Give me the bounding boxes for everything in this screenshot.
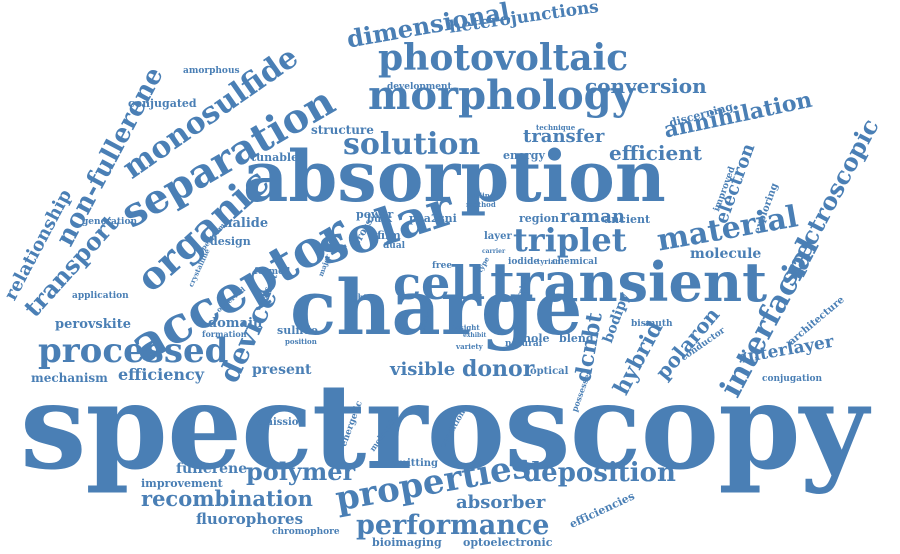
- word-transfer: transfer: [523, 126, 605, 147]
- word-region: region: [519, 212, 559, 225]
- word-photovoltaic: photovoltaic: [378, 37, 629, 79]
- word-application: application: [72, 291, 129, 301]
- word-optical: optical: [530, 366, 569, 377]
- word-technique: technique: [536, 123, 576, 132]
- word-perovskite: perovskite: [55, 317, 131, 332]
- word-layer: layer: [484, 231, 512, 242]
- word-mechanism: mechanism: [31, 371, 108, 385]
- word-free: free: [432, 261, 453, 271]
- word-tyrian: tyrian: [537, 257, 561, 266]
- word-development: development: [387, 82, 452, 92]
- word-triplet: triplet: [513, 221, 627, 259]
- word-recombination: recombination: [141, 486, 313, 511]
- word-polymer: polymer: [246, 457, 356, 486]
- word-raman: raman: [560, 206, 625, 227]
- word-hole: hole: [523, 332, 550, 345]
- word-morphology: morphology: [368, 72, 635, 119]
- word-molecule: molecule: [690, 246, 762, 262]
- word-bioimaging: bioimaging: [372, 536, 442, 549]
- word-absorption: absorption: [243, 135, 666, 218]
- word-tunable: tunable: [251, 151, 299, 164]
- word-visible: visible: [390, 359, 456, 380]
- word-donor: donor: [462, 356, 535, 382]
- word-amorphous: amorphous: [183, 66, 240, 76]
- word-cell: cell: [393, 256, 486, 310]
- word-formed: formed: [254, 267, 291, 277]
- word-processed: processed: [38, 331, 229, 371]
- word-carrier: carrier: [482, 248, 506, 255]
- word-pea2sni: pea2sni: [409, 212, 457, 225]
- word-finding: finding: [467, 191, 495, 200]
- word-transient: transient: [490, 250, 768, 314]
- word-design: design: [210, 235, 251, 248]
- word-present: present: [252, 362, 312, 378]
- word-efficient: efficient: [609, 141, 703, 165]
- word-conjugated: conjugated: [128, 97, 197, 110]
- word-method: method: [466, 200, 496, 209]
- word-sulfide: sulfide: [277, 324, 319, 337]
- word-deposition: deposition: [523, 458, 676, 488]
- word-natural: natural: [505, 339, 543, 349]
- word-dual: dual: [383, 241, 406, 251]
- word-structure: structure: [311, 123, 374, 137]
- word-spectroscopy: spectroscopy: [20, 357, 868, 496]
- word-iodide: iodide: [508, 257, 540, 267]
- word-ancient: ancient: [604, 213, 651, 226]
- word-chemical: chemical: [552, 257, 598, 267]
- word-bulk: bulk: [367, 214, 392, 225]
- word-variety: variety: [456, 342, 483, 351]
- word-power: power: [356, 208, 394, 221]
- word-absorber: absorber: [456, 492, 546, 513]
- word-performance: performance: [356, 510, 550, 541]
- word-film: film: [377, 229, 401, 242]
- word-generation: generation: [82, 217, 137, 227]
- word-improvement: improvement: [141, 477, 223, 490]
- word-emitting: emitting: [390, 458, 439, 469]
- word-light: light: [346, 292, 368, 302]
- word-exhibit: exhibit: [463, 332, 487, 339]
- word-fluorophores: fluorophores: [196, 510, 304, 528]
- word-conversion: conversion: [585, 74, 707, 98]
- word-blend: blend: [559, 332, 594, 345]
- word-optoelectronic: optoelectronic: [463, 536, 553, 549]
- word-charge: charge: [290, 263, 583, 352]
- word-chromophore: chromophore: [272, 527, 340, 537]
- word-insight: insight: [452, 323, 480, 332]
- word-fullerene: fullerene: [176, 461, 248, 477]
- word-formation: formation: [202, 329, 247, 339]
- word-domain: domain: [208, 316, 263, 331]
- word-halide: halide: [223, 216, 269, 231]
- word-efficiency: efficiency: [118, 365, 205, 384]
- word-energy: energy: [503, 149, 545, 162]
- word-emission: emission: [256, 417, 306, 428]
- word-solution: solution: [343, 127, 481, 162]
- word-conjugation: conjugation: [762, 374, 823, 384]
- word-position: position: [285, 337, 317, 346]
- word-efficiencies: efficiencies: [567, 489, 637, 531]
- word-bismuth: bismuth: [631, 319, 673, 329]
